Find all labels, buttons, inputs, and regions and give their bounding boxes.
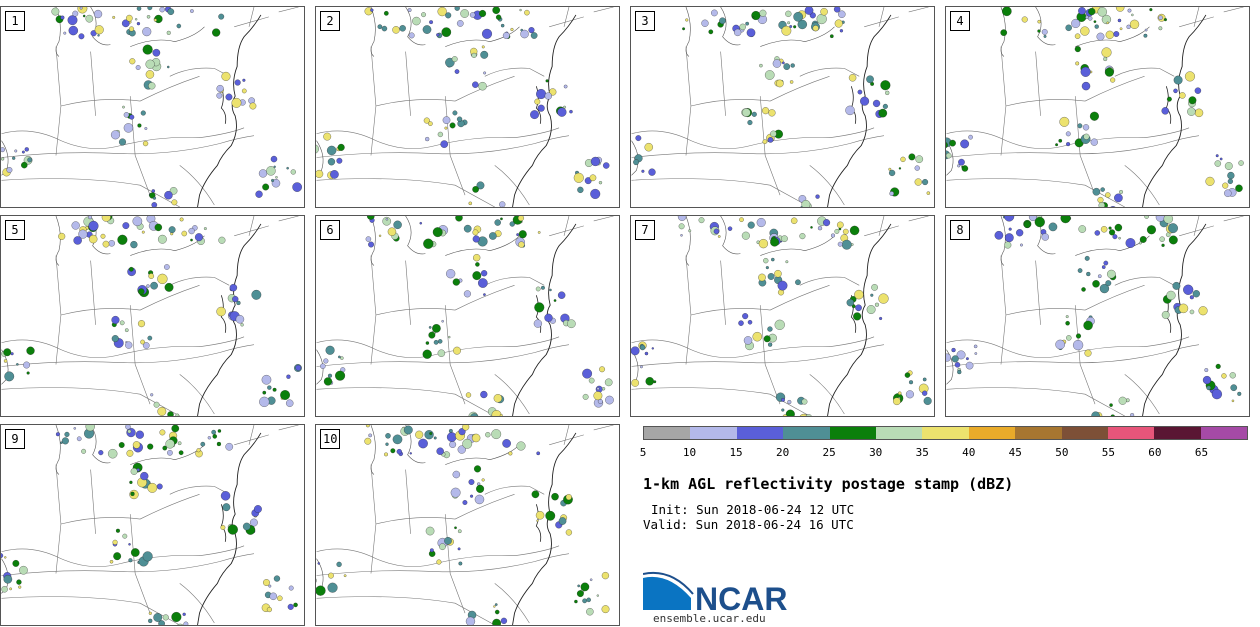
colorbar — [643, 426, 1248, 440]
colorbar-segment-12 — [1200, 427, 1248, 439]
stamp-panel-5: 5 — [0, 215, 305, 417]
stamp-label: 5 — [5, 220, 25, 240]
colorbar-tick-55: 55 — [1101, 446, 1115, 459]
init-time: Init: Sun 2018-06-24 12 UTC — [651, 502, 855, 517]
figure-title: 1-km AGL reflectivity postage stamp (dBZ… — [643, 475, 1014, 493]
stamp-panel-1: 1 — [0, 6, 305, 208]
stamp-label: 8 — [950, 220, 970, 240]
stamp-panel-2: 2 — [315, 6, 620, 208]
colorbar-segment-9 — [1061, 427, 1108, 439]
ncar-logo: NCAR — [643, 572, 787, 615]
colorbar-tick-15: 15 — [729, 446, 743, 459]
map-panel-7 — [631, 216, 932, 416]
map-panel-10 — [316, 425, 614, 625]
stamp-label: 3 — [635, 11, 655, 31]
colorbar-tick-60: 60 — [1148, 446, 1162, 459]
colorbar-tick-40: 40 — [962, 446, 976, 459]
map-panel-2 — [316, 7, 614, 207]
colorbar-tick-45: 45 — [1008, 446, 1022, 459]
colorbar-segment-6 — [922, 427, 969, 439]
map-panel-5 — [1, 216, 302, 416]
colorbar-segment-5 — [875, 427, 923, 439]
stamp-label: 9 — [5, 429, 25, 449]
stamp-label: 10 — [320, 429, 341, 449]
stamp-label: 1 — [5, 11, 25, 31]
stamp-panel-8: 8 — [945, 215, 1250, 417]
colorbar-tick-5: 5 — [639, 446, 647, 459]
colorbar-ticks: 5 10 15 20 25 30 35 40 45 50 55 60 65 — [639, 446, 1248, 460]
valid-time: Valid: Sun 2018-06-24 16 UTC — [643, 517, 854, 532]
colorbar-tick-10: 10 — [682, 446, 697, 459]
colorbar-tick-30: 30 — [869, 446, 883, 459]
ncar-logo-text: NCAR — [695, 581, 787, 615]
colorbar-segment-7 — [968, 427, 1016, 439]
stamp-panel-3: 3 — [630, 6, 935, 208]
colorbar-tick-20: 20 — [775, 446, 790, 459]
colorbar-segment-3 — [783, 427, 830, 439]
colorbar-segment-0 — [644, 427, 691, 439]
colorbar-tick-50: 50 — [1055, 446, 1069, 459]
logo-url: ensemble.ucar.edu — [653, 612, 766, 625]
stamp-panel-6: 6 — [315, 215, 620, 417]
stamp-label: 7 — [635, 220, 655, 240]
colorbar-tick-25: 25 — [822, 446, 836, 459]
stamp-label: 4 — [950, 11, 970, 31]
stamp-panel-4: 4 — [945, 6, 1250, 208]
stamp-panel-9: 9 — [0, 424, 305, 626]
colorbar-segment-10 — [1107, 427, 1155, 439]
colorbar-segment-2 — [736, 427, 784, 439]
stamp-label: 2 — [320, 11, 340, 31]
stamp-panel-10: 10 — [315, 424, 620, 626]
stamp-panel-7: 7 — [630, 215, 935, 417]
colorbar-tick-35: 35 — [915, 446, 929, 459]
colorbar-segment-8 — [1015, 427, 1062, 439]
colorbar-segment-1 — [690, 427, 737, 439]
colorbar-segment-11 — [1154, 427, 1201, 439]
colorbar-segment-4 — [829, 427, 876, 439]
map-panel-4 — [946, 7, 1244, 207]
map-panel-9 — [1, 425, 299, 625]
map-panel-8 — [946, 216, 1244, 416]
map-panel-1 — [1, 7, 302, 207]
stamp-label: 6 — [320, 220, 340, 240]
colorbar-tick-65: 65 — [1194, 446, 1209, 459]
map-panel-6 — [316, 216, 614, 416]
map-panel-3 — [631, 7, 931, 207]
